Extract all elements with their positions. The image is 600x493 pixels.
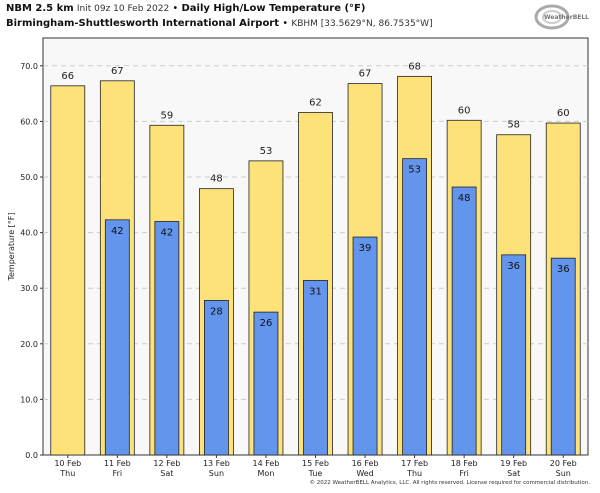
low-label: 42: [111, 226, 124, 237]
separator: •: [282, 18, 289, 29]
x-tick-weekday: Sat: [507, 469, 520, 478]
x-tick-weekday: Mon: [258, 469, 275, 478]
low-bar: [451, 186, 477, 456]
x-tick-date: 14 Feb: [253, 459, 280, 468]
x-tick-weekday: Fri: [113, 469, 123, 478]
high-label: 62: [309, 98, 322, 109]
low-label: 48: [458, 193, 471, 204]
model-name: NBM 2.5 km: [6, 3, 74, 14]
low-bar: [253, 311, 279, 456]
y-tick-label: 40.0: [20, 229, 38, 238]
x-tick-weekday: Fri: [459, 469, 469, 478]
low-bar: [550, 257, 576, 456]
svg-text:WeatherBELL: WeatherBELL: [544, 14, 589, 21]
y-tick-label: 60.0: [20, 117, 38, 126]
low-bar: [204, 300, 229, 456]
high-label: 68: [408, 61, 421, 72]
x-tick-weekday: Thu: [406, 469, 422, 478]
high-label: 66: [61, 71, 74, 82]
high-label: 53: [260, 146, 273, 157]
x-tick-date: 17 Feb: [401, 459, 428, 468]
x-tick-weekday: Sun: [209, 469, 224, 478]
low-label: 26: [260, 318, 273, 329]
x-tick-date: 20 Feb: [550, 459, 577, 468]
low-label: 28: [210, 306, 223, 317]
y-tick-label: 50.0: [20, 173, 38, 182]
x-tick-date: 16 Feb: [352, 459, 379, 468]
high-label: 58: [507, 120, 520, 131]
separator: •: [172, 3, 179, 14]
low-label: 31: [309, 286, 322, 297]
low-label: 36: [557, 264, 570, 275]
x-tick-date: 11 Feb: [104, 459, 131, 468]
x-tick-date: 10 Feb: [54, 459, 81, 468]
high-label: 67: [359, 69, 372, 80]
high-label: 48: [210, 174, 223, 185]
x-tick-date: 12 Feb: [153, 459, 180, 468]
high-label: 60: [458, 105, 471, 116]
high-label: 59: [160, 110, 173, 121]
product-name: Daily High/Low Temperature (°F): [181, 3, 366, 14]
low-bar: [104, 219, 130, 456]
x-tick-weekday: Tue: [308, 469, 323, 478]
title-line-1: NBM 2.5 km Init 09z 10 Feb 2022 • Daily …: [6, 3, 365, 14]
y-tick-label: 0.0: [25, 451, 38, 460]
x-tick-date: 18 Feb: [451, 459, 478, 468]
low-bar: [303, 280, 328, 456]
low-bar: [352, 236, 378, 456]
low-label: 39: [359, 243, 372, 254]
y-axis-label: Temperature [°F]: [7, 212, 16, 281]
y-tick-label: 30.0: [20, 284, 38, 293]
low-label: 36: [507, 261, 520, 272]
y-tick-label: 10.0: [20, 395, 38, 404]
copyright-footer: © 2022 WeatherBELL Analytics, LLC. All r…: [309, 480, 590, 486]
x-tick-date: 13 Feb: [203, 459, 230, 468]
x-tick-weekday: Wed: [356, 469, 373, 478]
title-line-2: Birmingham-Shuttlesworth International A…: [6, 18, 433, 29]
low-bar: [154, 221, 180, 456]
high-label: 60: [557, 108, 570, 119]
station-info: KBHM [33.5629°N, 86.7535°W]: [291, 19, 433, 29]
x-tick-date: 15 Feb: [302, 459, 329, 468]
low-label: 42: [160, 227, 173, 238]
low-bar: [402, 158, 427, 456]
y-tick-label: 20.0: [20, 340, 38, 349]
weatherbell-logo: WeatherBELL: [534, 4, 589, 30]
x-tick-weekday: Sat: [160, 469, 173, 478]
y-tick-label: 70.0: [20, 62, 38, 71]
low-label: 53: [408, 165, 421, 176]
station-name: Birmingham-Shuttlesworth International A…: [6, 18, 280, 29]
low-bar: [501, 254, 527, 456]
high-label: 67: [111, 66, 124, 77]
high-bar: [50, 85, 86, 456]
init-time: Init 09z 10 Feb 2022: [76, 4, 170, 14]
x-tick-weekday: Thu: [59, 469, 75, 478]
x-tick-date: 19 Feb: [500, 459, 527, 468]
x-tick-weekday: Sun: [556, 469, 571, 478]
